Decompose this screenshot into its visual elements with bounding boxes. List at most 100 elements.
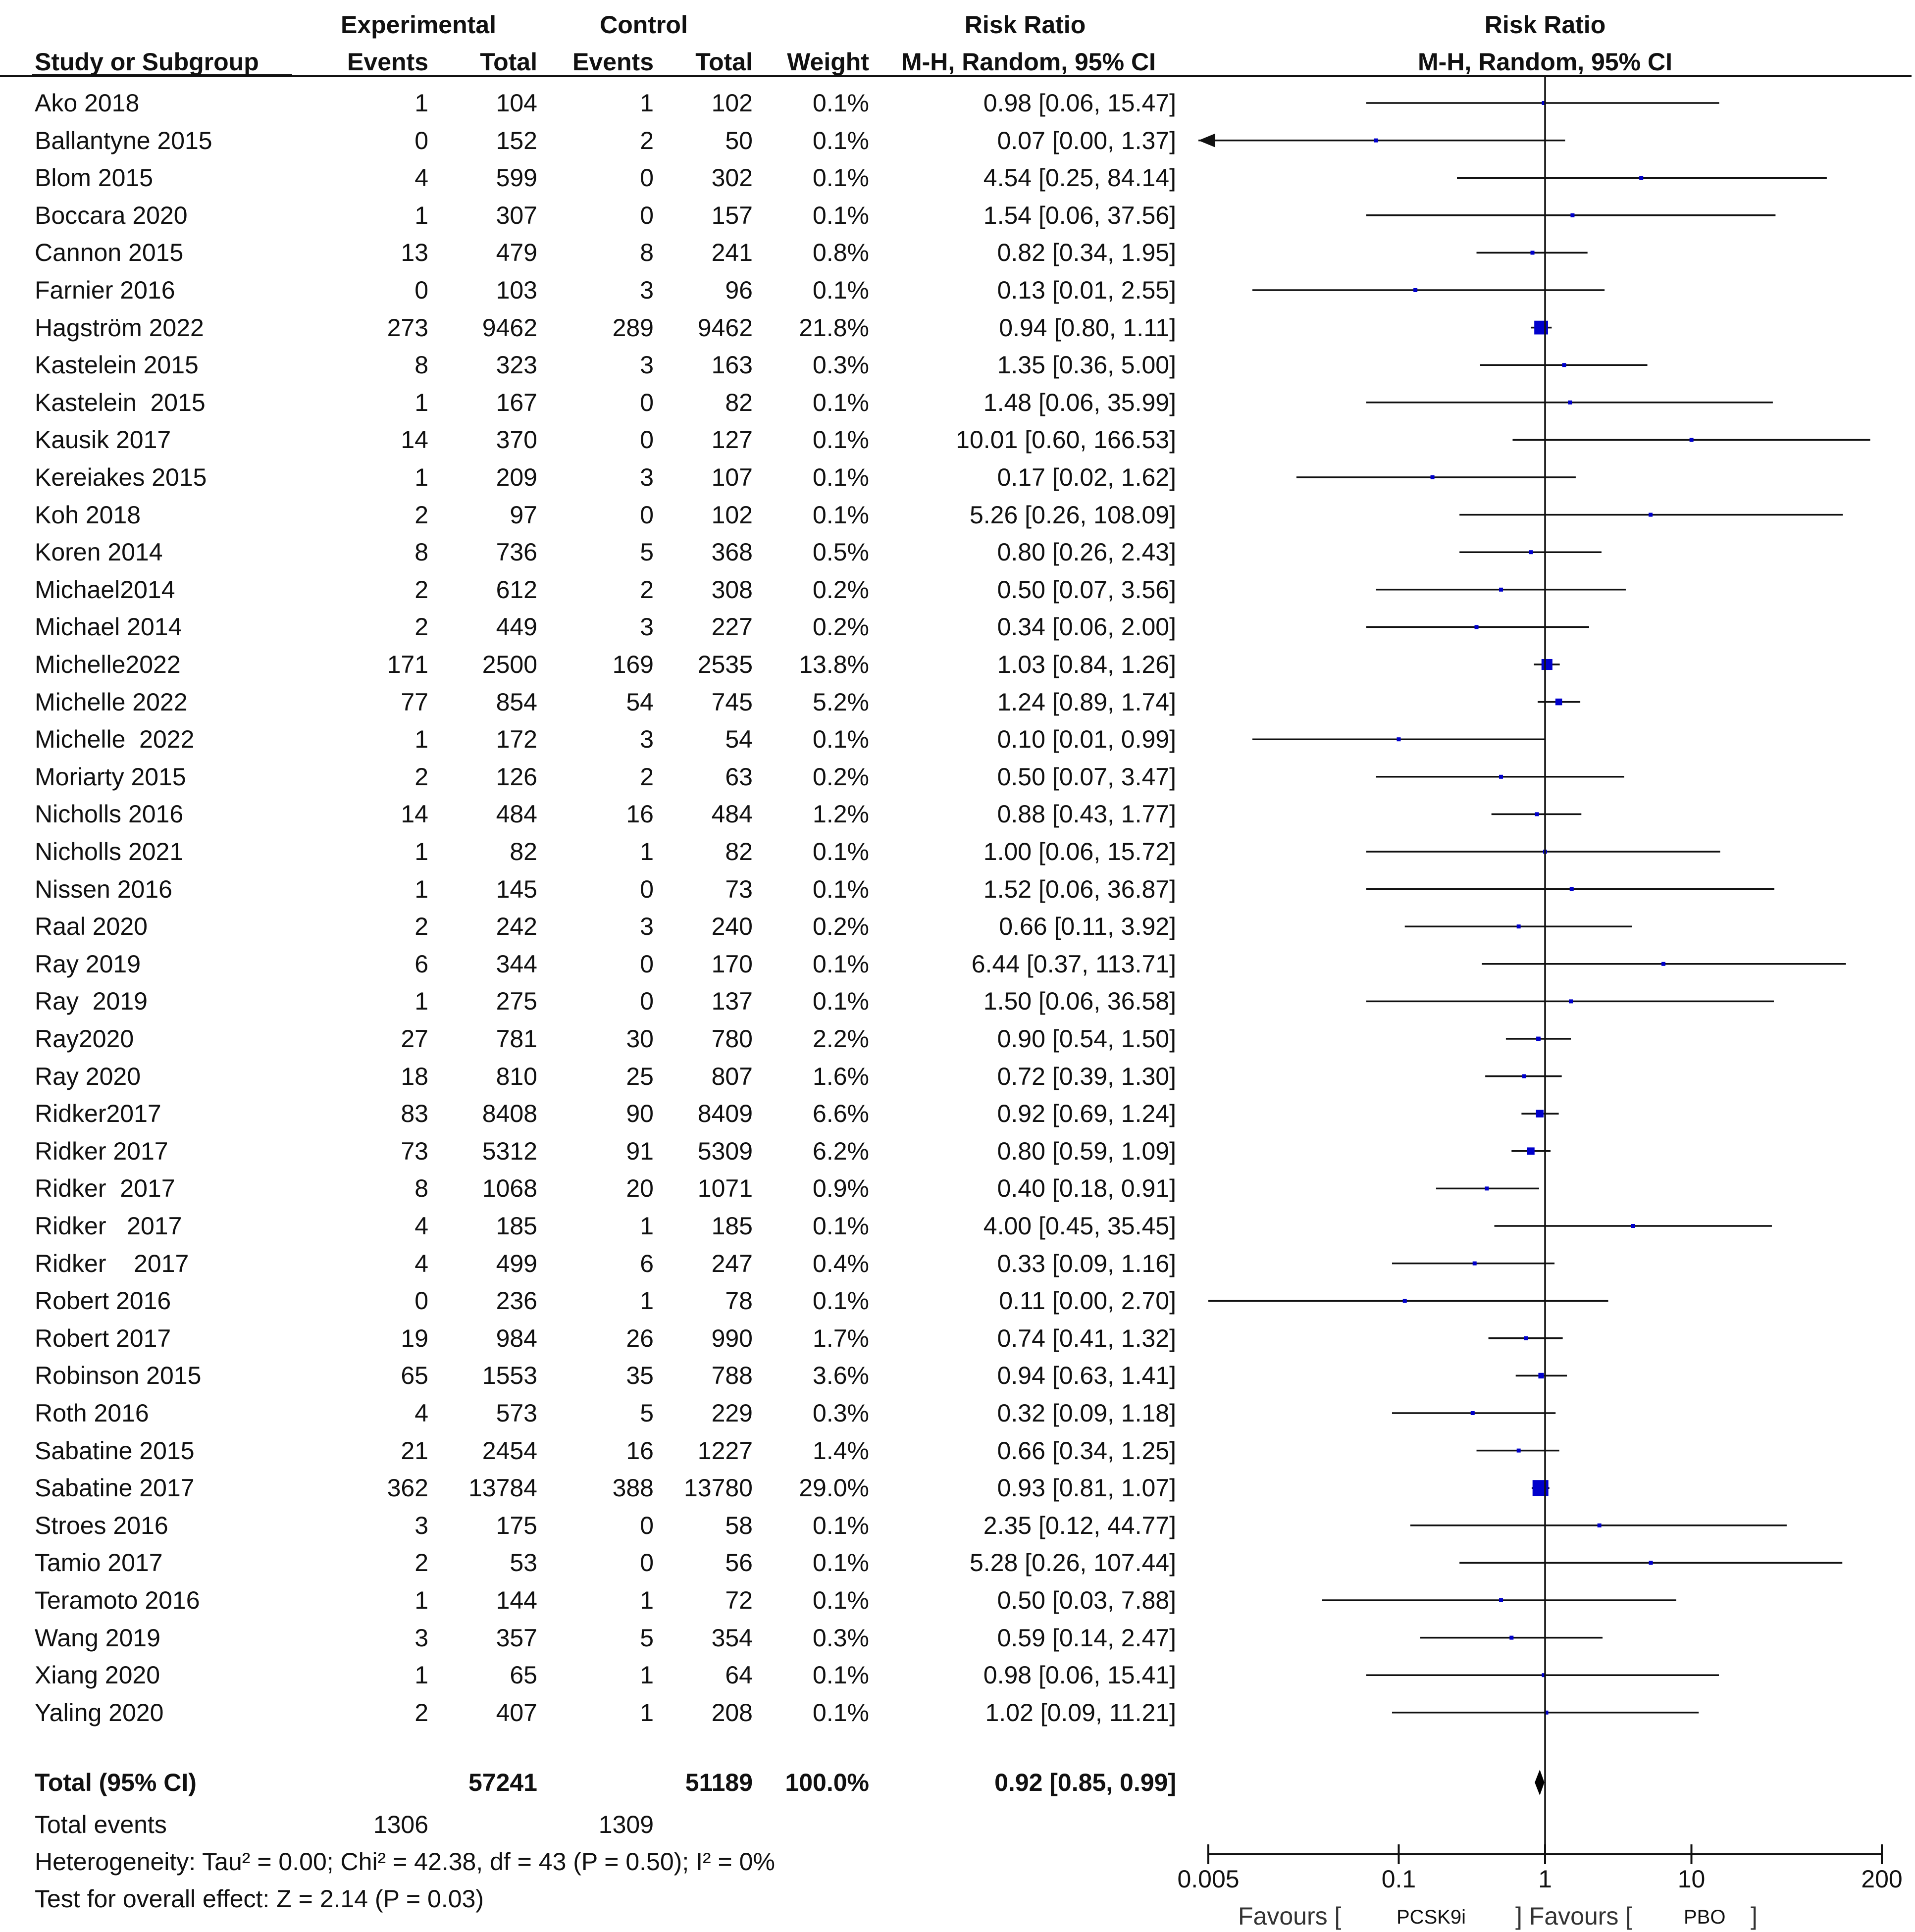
ci-text: 4.00 [0.45, 35.45]	[983, 1212, 1176, 1240]
study-name: Michael 2014	[35, 613, 182, 641]
ctrl-total: 185	[711, 1212, 753, 1240]
ctrl-events: 1	[640, 1586, 654, 1614]
favours-left-prefix: Favours [	[1238, 1902, 1342, 1930]
weight: 0.1%	[813, 1287, 869, 1315]
overall-effect-text: Test for overall effect: Z = 2.14 (P = 0…	[35, 1885, 484, 1913]
ci-text: 1.35 [0.36, 5.00]	[997, 351, 1176, 379]
study-name: Ridker 2017	[35, 1212, 182, 1240]
study-name: Raal 2020	[35, 913, 148, 941]
exp-total: 242	[496, 913, 537, 941]
favours-right-suffix: ]	[1751, 1902, 1758, 1930]
exp-events: 1	[414, 388, 428, 416]
exp-events: 273	[387, 313, 428, 342]
point-estimate-marker	[1541, 659, 1553, 670]
exp-total: 152	[496, 126, 537, 154]
total-ctrl-total: 51189	[685, 1769, 753, 1796]
ctrl-events: 3	[640, 913, 654, 941]
point-estimate-marker	[1532, 1480, 1549, 1496]
study-name: Nicholls 2021	[35, 838, 184, 865]
ctrl-total: 82	[725, 388, 753, 416]
ctrl-total: 5309	[697, 1137, 753, 1165]
weight: 0.1%	[813, 1212, 869, 1240]
ci-text: 5.26 [0.26, 108.09]	[969, 501, 1176, 529]
weight: 0.1%	[813, 501, 869, 529]
study-name: Sabatine 2017	[35, 1474, 195, 1502]
ctrl-events: 0	[640, 501, 654, 529]
exp-total: 167	[496, 388, 537, 416]
ctrl-total: 780	[711, 1025, 753, 1053]
weight: 0.1%	[813, 1549, 869, 1577]
ci-text: 0.82 [0.34, 1.95]	[997, 239, 1176, 267]
study-name: Ray 2019	[35, 950, 141, 978]
ctrl-events: 0	[640, 164, 654, 192]
exp-events: 0	[414, 1287, 428, 1315]
exp-total: 612	[496, 575, 537, 604]
study-name: Yaling 2020	[35, 1698, 164, 1727]
ci-text: 0.74 [0.41, 1.32]	[997, 1324, 1176, 1352]
point-estimate-marker	[1472, 1261, 1477, 1266]
exp-total: 407	[496, 1698, 537, 1727]
weight: 0.1%	[813, 875, 869, 903]
ctrl-events: 289	[612, 313, 654, 342]
exp-total: 323	[496, 351, 537, 379]
point-estimate-marker	[1536, 1036, 1541, 1041]
ctrl-events: 2	[640, 763, 654, 791]
point-estimate-marker	[1527, 1147, 1535, 1155]
ctrl-total: 807	[711, 1062, 753, 1090]
exp-events: 14	[401, 426, 428, 454]
ctrl-total: 240	[711, 913, 753, 941]
weight: 6.2%	[813, 1137, 869, 1165]
ci-text: 0.32 [0.09, 1.18]	[997, 1399, 1176, 1427]
ci-text: 0.94 [0.80, 1.11]	[999, 313, 1176, 342]
study-name: Ridker 2017	[35, 1137, 168, 1165]
exp-total: 854	[496, 688, 537, 716]
ctrl-events: 0	[640, 875, 654, 903]
header-exp-events: Events	[347, 48, 428, 76]
weight: 0.2%	[813, 913, 869, 941]
exp-events: 2	[414, 1698, 428, 1727]
exp-events: 3	[414, 1511, 428, 1539]
point-estimate-marker	[1569, 999, 1573, 1004]
ctrl-total: 1227	[697, 1436, 753, 1465]
point-estimate-marker	[1534, 320, 1548, 335]
exp-total: 103	[496, 276, 537, 304]
exp-total: 5312	[482, 1137, 537, 1165]
ci-text: 1.48 [0.06, 35.99]	[983, 388, 1176, 416]
exp-total: 599	[496, 164, 537, 192]
exp-total: 175	[496, 1511, 537, 1539]
ctrl-total: 157	[711, 201, 753, 229]
exp-events: 18	[401, 1062, 428, 1090]
ctrl-total: 368	[711, 538, 753, 566]
exp-total: 145	[496, 875, 537, 903]
exp-events: 1	[414, 725, 428, 754]
total-events-label: Total events	[35, 1811, 167, 1838]
ctrl-events: 16	[626, 800, 654, 828]
header-rule	[0, 75, 1912, 77]
weight: 21.8%	[799, 313, 869, 342]
exp-total: 499	[496, 1249, 537, 1277]
weight: 1.4%	[813, 1436, 869, 1465]
header-control: Control	[600, 11, 688, 39]
point-estimate-marker	[1639, 176, 1644, 180]
ci-text: 0.50 [0.07, 3.47]	[997, 763, 1176, 791]
header-ctrl-events: Events	[572, 48, 654, 76]
ctrl-total: 137	[711, 987, 753, 1016]
ctrl-total: 227	[711, 613, 753, 641]
point-estimate-marker	[1570, 213, 1575, 217]
header-experimental: Experimental	[340, 11, 496, 39]
exp-total: 275	[496, 987, 537, 1016]
ci-text: 4.54 [0.25, 84.14]	[983, 164, 1176, 192]
ci-text: 5.28 [0.26, 107.44]	[969, 1549, 1176, 1577]
exp-events: 1	[414, 1661, 428, 1689]
point-estimate-marker	[1542, 101, 1546, 105]
weight: 0.1%	[813, 463, 869, 491]
ctrl-events: 16	[626, 1436, 654, 1465]
ctrl-total: 107	[711, 463, 753, 491]
ctrl-total: 78	[725, 1287, 753, 1315]
point-estimate-marker	[1499, 1598, 1503, 1602]
weight: 0.2%	[813, 575, 869, 604]
pooled-diamond	[1535, 1770, 1545, 1795]
ctrl-events: 91	[626, 1137, 654, 1165]
exp-total: 97	[510, 501, 537, 529]
exp-events: 1	[414, 838, 428, 865]
